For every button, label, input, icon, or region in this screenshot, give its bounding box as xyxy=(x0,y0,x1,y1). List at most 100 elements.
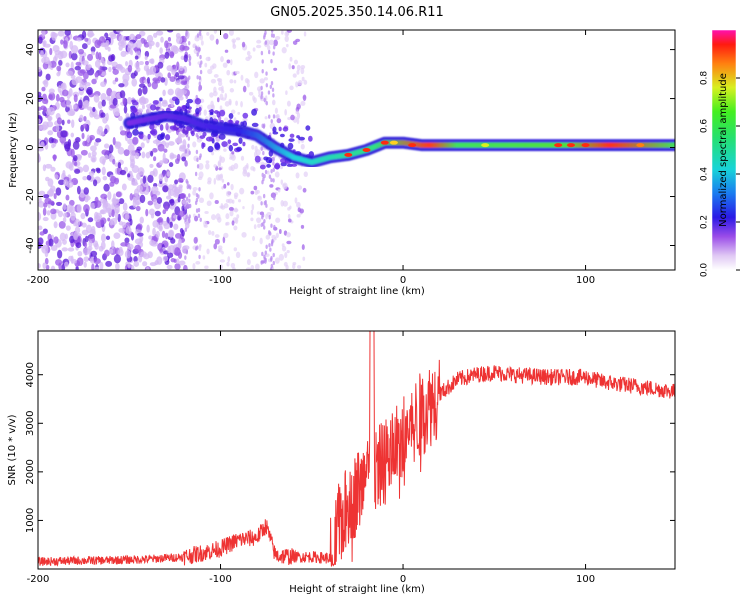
spectrogram-cell xyxy=(166,252,174,258)
spectrogram-cell xyxy=(286,232,291,238)
spectrogram-cell xyxy=(272,167,275,172)
spectrogram-cell xyxy=(164,51,170,59)
spectrogram-cell xyxy=(272,260,275,266)
spectrogram-cell xyxy=(137,167,145,176)
spectrogram-cell xyxy=(164,134,171,141)
spectrogram-cell xyxy=(61,119,65,126)
spectrogram-cell xyxy=(200,40,204,46)
spectrogram-cell xyxy=(268,243,271,248)
spectrogram-cell xyxy=(207,230,212,236)
spectrogram-cell xyxy=(178,186,183,194)
spectrogram-cell xyxy=(215,137,221,143)
spectrogram-cell xyxy=(295,81,299,88)
spectrogram-cell xyxy=(270,33,274,38)
spectrogram-cell xyxy=(238,199,242,203)
spectrogram-cell xyxy=(135,200,140,206)
spectrogram-cell xyxy=(162,209,167,215)
spectrogram-cell xyxy=(242,117,248,123)
spectrogram-cell xyxy=(83,115,87,122)
figure-title: GN05.2025.350.14.06.R11 xyxy=(270,5,444,20)
spectrogram-cell xyxy=(185,214,188,220)
spectrogram-cell xyxy=(82,71,89,80)
spectrogram-ylabel: Frequency (Hz) xyxy=(8,112,19,188)
spectrogram-cell xyxy=(70,148,75,158)
spectrogram-cell xyxy=(230,109,236,115)
spectrogram-cell xyxy=(88,171,95,177)
spectrogram-cell xyxy=(124,237,130,244)
spectrogram-cell xyxy=(60,39,64,45)
spectrogram-cell xyxy=(266,163,271,168)
spectrogram-cell xyxy=(118,221,124,226)
spectrogram-cell xyxy=(292,73,297,78)
spectrogram-cell xyxy=(205,163,210,170)
spectrogram-cell xyxy=(133,188,140,198)
spectrogram-cell xyxy=(272,178,275,183)
spectrogram-cell xyxy=(81,222,87,228)
spectrogram-cell xyxy=(148,208,155,216)
spectrogram-cell xyxy=(144,60,149,66)
spectrogram-cell xyxy=(119,169,127,176)
spectrogram-cell xyxy=(253,224,257,230)
spectrogram-cell xyxy=(255,263,260,270)
spectrogram-cell xyxy=(269,39,274,46)
colorbar-label: Normalized spectral amplitude xyxy=(718,73,729,227)
snr-ylabel: SNR (10 * v/v) xyxy=(7,414,18,485)
spectrogram-cell xyxy=(92,106,96,112)
spectrogram-cell xyxy=(57,249,63,259)
spectrogram-cell xyxy=(65,161,73,169)
spectrogram-cell xyxy=(272,51,275,56)
spectrogram-cell xyxy=(140,251,148,258)
spectrogram-cell xyxy=(94,71,99,78)
spectrogram-cell xyxy=(286,100,291,107)
spectrogram-cell xyxy=(279,133,285,138)
spectrogram-cell xyxy=(135,34,142,40)
spectrogram-cell xyxy=(105,235,111,240)
spectrogram-cell xyxy=(265,83,269,88)
spectrogram-cell xyxy=(162,89,166,97)
spectrogram-cell xyxy=(178,95,184,101)
spectrogram-cell xyxy=(175,80,182,86)
spectrogram-cell xyxy=(207,56,211,62)
spectrogram-cell xyxy=(264,40,268,45)
spectrogram-cell xyxy=(87,152,92,159)
spectrogram-cell xyxy=(301,76,305,82)
spectrogram-cell xyxy=(87,32,95,37)
spectrogram-cell xyxy=(149,66,153,75)
spectrogram-cell xyxy=(289,56,293,62)
spectrogram-ytick-label: 0 xyxy=(25,144,36,150)
spectrogram-ytick-label: 20 xyxy=(25,92,36,105)
spectrogram-cell xyxy=(261,69,264,74)
spectrogram-cell xyxy=(134,55,139,60)
spectrogram-cell xyxy=(134,244,142,252)
spectrogram-cell xyxy=(257,195,262,201)
spectrogram-cell xyxy=(177,210,185,217)
spectrogram-cell xyxy=(195,208,199,213)
spectrogram-cell xyxy=(281,47,287,54)
spectrogram-cell xyxy=(177,240,182,249)
spectrogram-cell xyxy=(259,164,266,170)
spectrogram-cell xyxy=(223,148,227,152)
spectrogram-cell xyxy=(242,112,249,119)
spectrogram-cell xyxy=(268,114,271,119)
spectrogram-cell xyxy=(211,231,215,236)
spectrogram-cell xyxy=(232,40,235,47)
spectrogram-cell xyxy=(199,54,202,60)
spectrogram-cell xyxy=(82,123,88,129)
spectrogram-cell xyxy=(284,252,288,259)
spectrogram-cell xyxy=(108,153,113,162)
spectrogram-cell xyxy=(241,231,247,238)
spectrogram-cell xyxy=(145,151,151,159)
spectrogram-cell xyxy=(55,259,63,266)
spectrogram-cell xyxy=(260,91,264,96)
spectrogram-cell xyxy=(151,185,159,194)
spectrogram-cell xyxy=(180,80,188,86)
spectrogram-cell xyxy=(238,137,243,144)
spectrogram-cell xyxy=(296,103,301,110)
spectrogram-cell xyxy=(211,151,215,156)
spectrogram-cell xyxy=(221,141,228,147)
spectrogram-cell xyxy=(261,251,264,257)
spectrogram-cell xyxy=(94,242,99,250)
spectrogram-cell xyxy=(192,141,197,148)
spectrogram-cell xyxy=(123,149,130,157)
spectrogram-cell xyxy=(194,98,202,105)
